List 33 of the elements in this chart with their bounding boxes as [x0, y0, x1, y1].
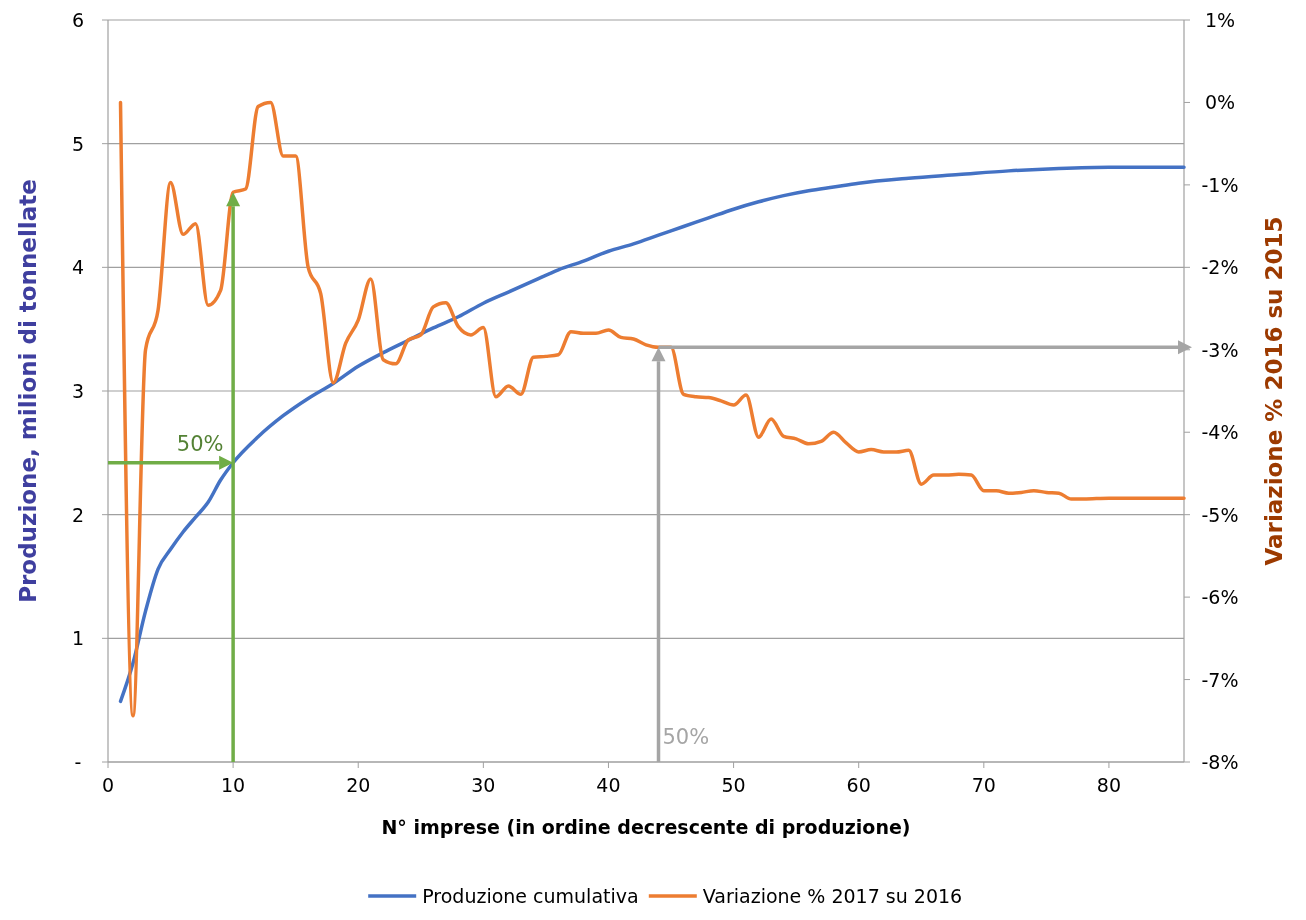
- annotation: 50%: [176, 431, 224, 456]
- y2-tick-label: 1%: [1204, 9, 1236, 31]
- y-tick-label: 5: [71, 132, 85, 155]
- y2-tick-label: -7%: [1201, 668, 1239, 691]
- x-axis-title: N° imprese (in ordine decrescente di produzione): [381, 816, 911, 838]
- y2-tick-label: -2%: [1201, 256, 1239, 279]
- y2-tick-label: -1%: [1201, 173, 1239, 196]
- x-tick-label: 30: [471, 774, 496, 796]
- y-tick-label: -: [74, 751, 82, 773]
- x-tick-label: 0: [101, 774, 115, 796]
- y2-tick-label: -3%: [1201, 338, 1239, 361]
- x-tick-label: 20: [346, 774, 371, 796]
- x-tick-label: 40: [596, 774, 621, 796]
- y-tick-label: 3: [71, 380, 85, 402]
- y-axis-title: Produzione, milioni di tonnellate: [15, 179, 41, 603]
- y-tick-label: 4: [71, 256, 85, 279]
- y-tick-label: 1: [71, 627, 85, 650]
- x-tick-label: 60: [846, 774, 871, 796]
- x-tick-label: 50: [721, 774, 746, 796]
- x-tick-label: 70: [971, 774, 996, 796]
- y2-tick-label: 0%: [1204, 91, 1236, 114]
- annotation: 50%: [662, 725, 710, 749]
- y2-axis-title: Variazione % 2016 su 2015: [1261, 216, 1287, 566]
- y-tick-label: 6: [71, 9, 85, 31]
- y-tick-label: 2: [71, 503, 85, 526]
- y2-tick-label: -4%: [1201, 421, 1239, 444]
- legend-label: Produzione cumulativa: [422, 885, 639, 907]
- x-tick-label: 10: [221, 774, 246, 796]
- y2-tick-label: -5%: [1201, 503, 1239, 526]
- x-tick-label: 80: [1096, 774, 1122, 796]
- y2-tick-label: -6%: [1201, 586, 1239, 609]
- y2-tick-label: -8%: [1201, 751, 1239, 773]
- legend-label: Variazione % 2017 su 2016: [702, 885, 963, 907]
